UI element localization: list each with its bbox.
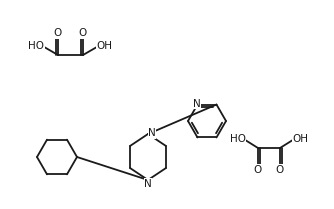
Text: HO: HO (229, 134, 245, 144)
Text: N: N (193, 99, 200, 108)
Text: N: N (144, 179, 152, 189)
Text: N: N (148, 128, 156, 138)
Text: OH: OH (97, 41, 113, 51)
Text: O: O (54, 28, 62, 38)
Text: O: O (254, 165, 262, 175)
Text: O: O (276, 165, 284, 175)
Text: HO: HO (28, 41, 44, 51)
Text: O: O (79, 28, 87, 38)
Text: OH: OH (292, 134, 308, 144)
